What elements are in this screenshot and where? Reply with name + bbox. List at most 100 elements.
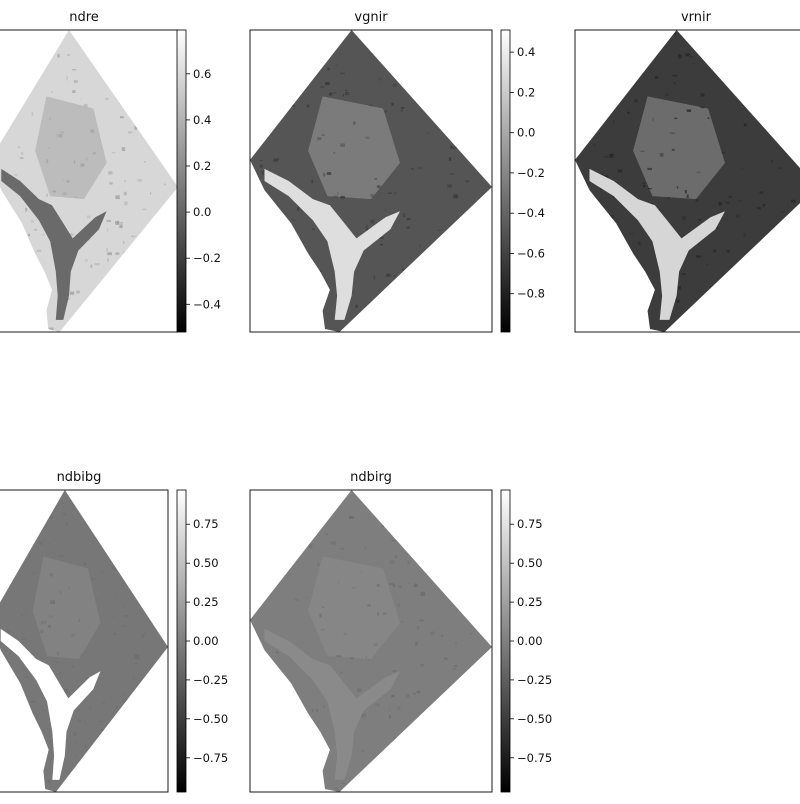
map-speckle bbox=[472, 251, 476, 255]
map-speckle bbox=[479, 627, 482, 629]
map-speckle bbox=[124, 615, 128, 617]
map-speckle bbox=[109, 543, 113, 545]
map-speckle bbox=[634, 99, 638, 102]
map-speckle bbox=[268, 666, 269, 667]
map-speckle bbox=[109, 182, 112, 184]
map-speckle bbox=[376, 509, 380, 510]
map-speckle bbox=[449, 157, 451, 160]
map-speckle bbox=[7, 743, 10, 747]
map-speckle bbox=[257, 210, 259, 212]
map-speckle bbox=[450, 496, 455, 498]
map-speckle bbox=[418, 167, 423, 170]
map-speckle bbox=[458, 285, 462, 286]
map-speckle bbox=[13, 694, 14, 695]
map-speckle bbox=[165, 772, 170, 774]
map-speckle bbox=[68, 54, 70, 56]
map-speckle bbox=[454, 231, 457, 233]
map-speckle bbox=[476, 603, 478, 605]
map-speckle bbox=[258, 179, 260, 181]
map-speckle bbox=[78, 709, 80, 710]
map-raster bbox=[250, 30, 494, 332]
map-speckle bbox=[63, 34, 66, 36]
map-speckle bbox=[288, 755, 291, 758]
map-speckle bbox=[76, 291, 80, 294]
map-speckle bbox=[39, 542, 43, 545]
map-speckle bbox=[141, 635, 144, 637]
map-speckle bbox=[420, 664, 424, 666]
map-speckle bbox=[388, 193, 392, 194]
map-speckle bbox=[91, 265, 93, 268]
map-speckle bbox=[145, 307, 150, 310]
map-speckle bbox=[391, 695, 394, 697]
map-speckle bbox=[783, 259, 785, 262]
map-speckle bbox=[756, 258, 761, 262]
map-speckle bbox=[156, 504, 160, 506]
map-speckle bbox=[428, 290, 433, 293]
map-speckle bbox=[73, 733, 77, 736]
map-speckle bbox=[55, 554, 56, 555]
map-speckle bbox=[296, 252, 299, 256]
map-speckle bbox=[389, 55, 391, 57]
map-speckle bbox=[370, 309, 374, 313]
map-speckle bbox=[55, 662, 58, 663]
map-speckle bbox=[315, 43, 319, 45]
map-speckle bbox=[114, 616, 115, 618]
map-speckle bbox=[122, 83, 124, 86]
map-speckle bbox=[484, 326, 486, 329]
map-speckle bbox=[148, 504, 152, 506]
map-speckle bbox=[394, 192, 397, 195]
map-speckle bbox=[432, 250, 435, 253]
map-speckle bbox=[124, 318, 127, 321]
map-speckle bbox=[436, 40, 437, 42]
map-speckle bbox=[293, 277, 296, 279]
map-speckle bbox=[478, 681, 480, 683]
map-speckle bbox=[84, 562, 86, 565]
map-speckle bbox=[665, 94, 669, 96]
map-speckle bbox=[131, 57, 133, 59]
map-speckle bbox=[59, 555, 64, 557]
map-speckle bbox=[273, 159, 278, 162]
map-speckle bbox=[319, 493, 322, 496]
map-speckle bbox=[336, 64, 338, 66]
map-speckle bbox=[101, 730, 106, 732]
map-speckle bbox=[28, 234, 30, 236]
colorbar-tick-label: 0.00 bbox=[517, 634, 543, 648]
map-speckle bbox=[407, 218, 410, 220]
map-speckle bbox=[133, 677, 134, 680]
map-speckle bbox=[413, 738, 417, 739]
map-speckle bbox=[288, 301, 292, 303]
colorbar-tick-label: 0.2 bbox=[517, 85, 535, 99]
map-speckle bbox=[450, 173, 454, 175]
map-speckle bbox=[644, 45, 649, 48]
map-speckle bbox=[164, 265, 168, 267]
map-speckle bbox=[59, 590, 61, 594]
map-speckle bbox=[163, 782, 166, 785]
map-speckle bbox=[397, 604, 400, 607]
map-speckle bbox=[456, 606, 460, 610]
map-speckle bbox=[18, 146, 21, 148]
map-speckle bbox=[14, 175, 17, 176]
map-speckle bbox=[750, 53, 752, 57]
map-speckle bbox=[763, 204, 765, 208]
map-speckle bbox=[74, 161, 75, 164]
map-speckle bbox=[417, 626, 420, 629]
map-speckle bbox=[80, 163, 84, 166]
panel-title: vrnir bbox=[681, 10, 712, 25]
map-speckle bbox=[7, 48, 10, 49]
map-speckle bbox=[291, 105, 295, 107]
map-speckle bbox=[488, 275, 490, 279]
map-speckle bbox=[470, 519, 472, 523]
map-speckle bbox=[406, 773, 407, 775]
map-speckle bbox=[253, 696, 254, 698]
map-speckle bbox=[261, 86, 264, 89]
map-speckle bbox=[38, 296, 43, 299]
map-speckle bbox=[780, 300, 781, 302]
map-speckle bbox=[355, 305, 358, 308]
map-speckle bbox=[251, 713, 255, 717]
map-speckle bbox=[93, 512, 96, 514]
map-speckle bbox=[455, 293, 460, 295]
map-speckle bbox=[72, 90, 75, 93]
map-speckle bbox=[50, 118, 51, 120]
map-speckle bbox=[667, 197, 669, 199]
map-speckle bbox=[430, 632, 434, 636]
